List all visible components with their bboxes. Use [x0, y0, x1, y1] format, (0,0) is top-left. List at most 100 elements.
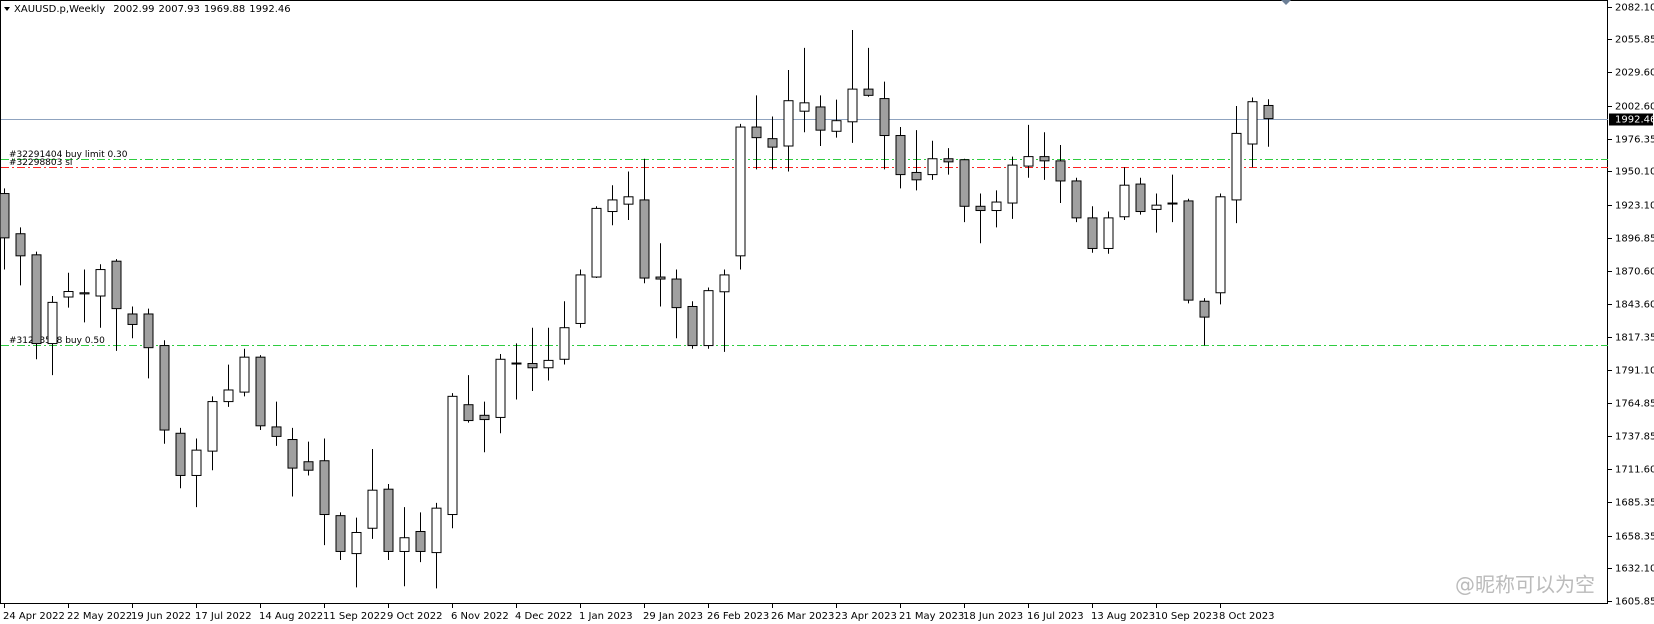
candle — [575, 269, 586, 328]
candle — [351, 517, 362, 588]
candle-body — [63, 291, 74, 298]
candle — [1039, 132, 1050, 180]
candle-body — [303, 461, 314, 471]
candle-body — [767, 138, 778, 148]
candle-body — [911, 171, 922, 181]
candle — [207, 396, 218, 471]
x-tick-label: 8 Oct 2023 — [1219, 611, 1274, 622]
candle-body — [255, 356, 266, 427]
candle — [47, 296, 58, 376]
candle — [687, 301, 698, 349]
x-tick-label: 17 Jul 2022 — [195, 611, 252, 622]
y-tick-label: 1764.85 — [1615, 399, 1654, 410]
x-tick-label: 22 May 2022 — [67, 611, 132, 622]
candle — [319, 438, 330, 546]
candle — [1119, 167, 1130, 221]
candle-body — [639, 199, 650, 279]
candle-body — [1215, 196, 1226, 294]
candle — [287, 427, 298, 497]
candle — [31, 251, 42, 360]
candle-body — [383, 488, 394, 552]
x-tick-label: 1 Jan 2023 — [579, 611, 633, 622]
bid-box — [1609, 113, 1653, 126]
candle — [879, 81, 890, 170]
candle-body — [895, 135, 906, 176]
candle-body — [431, 507, 442, 554]
candle-body — [335, 515, 346, 552]
candle — [223, 364, 234, 407]
candle — [783, 70, 794, 172]
x-tick-label: 4 Dec 2022 — [515, 611, 573, 622]
x-tick-label: 21 May 2023 — [899, 611, 964, 622]
x-tick-label: 14 Aug 2022 — [259, 611, 323, 622]
y-tick-label: 2029.60 — [1615, 68, 1654, 79]
candle-body — [127, 313, 138, 325]
y-tick-label: 1791.10 — [1615, 366, 1654, 377]
y-tick-label: 2082.10 — [1615, 3, 1654, 14]
candle — [767, 116, 778, 170]
watermark: @昵称可以为空 — [1455, 573, 1595, 597]
candle — [1215, 193, 1226, 305]
x-tick-label: 23 Apr 2023 — [835, 611, 897, 622]
candle — [335, 512, 346, 560]
candle-body — [575, 274, 586, 324]
candle-body — [31, 254, 42, 345]
candle — [1071, 177, 1082, 223]
candle-body — [783, 100, 794, 147]
candle — [591, 206, 602, 279]
candle — [975, 193, 986, 244]
candle — [1263, 99, 1274, 147]
order-label: #32291404 buy limit 0.30 — [9, 150, 128, 160]
candle-body — [1151, 204, 1162, 210]
candle — [959, 158, 970, 223]
candle-body — [239, 356, 250, 393]
y-tick-label: 1658.35 — [1615, 532, 1654, 543]
candle — [271, 401, 282, 446]
candle — [463, 375, 474, 423]
candle-body — [1103, 217, 1114, 249]
candle-body — [175, 432, 186, 476]
candle-body — [943, 158, 954, 163]
header-high: 2007.93 — [159, 4, 200, 15]
candle-body — [399, 537, 410, 552]
candle — [863, 47, 874, 97]
candle — [799, 47, 810, 133]
candle — [1167, 174, 1178, 223]
candle-body — [959, 159, 970, 207]
candle — [143, 308, 154, 379]
candle-body — [1167, 202, 1178, 205]
candle — [79, 269, 90, 323]
candle — [159, 340, 170, 444]
candle-body — [799, 102, 810, 112]
y-tick-label: 1843.60 — [1615, 300, 1654, 311]
x-tick-label: 19 Jun 2022 — [131, 611, 191, 622]
candle-body — [607, 199, 618, 213]
candle-body — [543, 359, 554, 369]
candle-body — [1199, 300, 1210, 318]
candle-body — [1087, 217, 1098, 249]
x-tick-label: 26 Mar 2023 — [771, 611, 834, 622]
candle — [895, 127, 906, 189]
y-tick-label: 2002.60 — [1615, 102, 1654, 113]
menu-arrow[interactable] — [4, 7, 10, 11]
candle — [511, 343, 522, 400]
candle — [1151, 193, 1162, 233]
candle — [623, 171, 634, 221]
candle — [1231, 105, 1242, 224]
candle-body — [1135, 183, 1146, 213]
candle-body — [751, 126, 762, 139]
y-tick-label: 1737.85 — [1615, 432, 1654, 443]
candle-body — [527, 363, 538, 369]
candle-body — [879, 98, 890, 137]
candle — [175, 427, 186, 489]
candle-body — [159, 345, 170, 431]
candle-body — [143, 313, 154, 349]
y-tick-label: 1923.10 — [1615, 201, 1654, 212]
shift-marker — [1281, 0, 1291, 5]
candle-body — [111, 260, 122, 310]
candle — [367, 449, 378, 539]
candle-body — [0, 193, 10, 239]
candle — [607, 185, 618, 226]
